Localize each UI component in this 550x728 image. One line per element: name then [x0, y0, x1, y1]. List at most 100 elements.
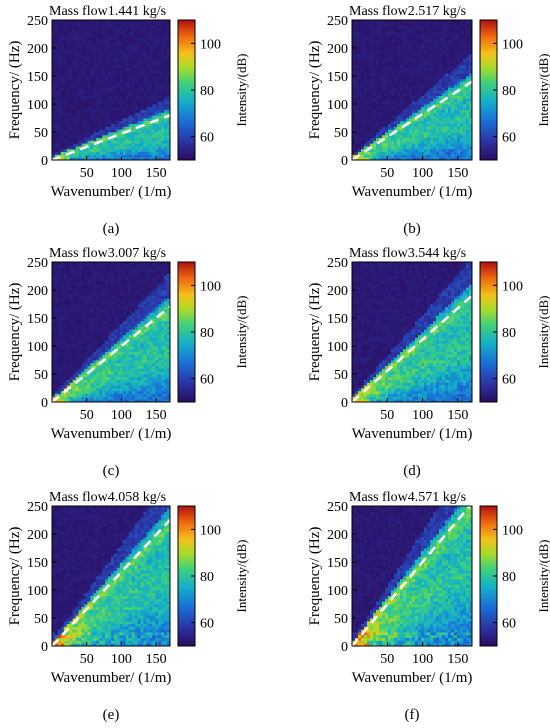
- heatmap-cell: [400, 31, 404, 35]
- heatmap-cell: [105, 48, 109, 52]
- heatmap-cell: [164, 48, 168, 52]
- heatmap-cell: [52, 22, 56, 26]
- heatmap-cell: [78, 304, 82, 308]
- heatmap-cell: [60, 312, 65, 316]
- heatmap-cell: [63, 351, 68, 355]
- heatmap-cell: [131, 48, 135, 52]
- heatmap-cell: [376, 143, 380, 147]
- heatmap-cell: [84, 315, 88, 319]
- heatmap-cell: [451, 81, 455, 85]
- heatmap-cell: [116, 25, 121, 29]
- heatmap-cell: [454, 146, 458, 150]
- heatmap-cell: [96, 385, 100, 389]
- heatmap-cell: [63, 20, 68, 24]
- heatmap-cell: [134, 154, 138, 158]
- heatmap-cell: [364, 76, 368, 80]
- heatmap-cell: [355, 34, 359, 38]
- heatmap-cell: [355, 126, 359, 130]
- heatmap-cell: [60, 346, 65, 350]
- heatmap-cell: [361, 50, 365, 54]
- heatmap-cell: [430, 84, 434, 88]
- heatmap-cell: [72, 309, 76, 313]
- heatmap-cell: [72, 334, 76, 338]
- heatmap-cell: [406, 56, 410, 60]
- heatmap-cell: [96, 306, 100, 310]
- heatmap-cell: [152, 76, 156, 80]
- heatmap-cell: [57, 115, 62, 119]
- heatmap-cell: [445, 115, 449, 119]
- heatmap-cell: [66, 301, 71, 305]
- heatmap-cell: [119, 50, 124, 54]
- heatmap-cell: [52, 53, 56, 57]
- heatmap-cell: [81, 382, 85, 386]
- heatmap-cell: [394, 59, 398, 63]
- heatmap-cell: [373, 98, 377, 102]
- heatmap-cell: [397, 148, 401, 152]
- heatmap-cell: [376, 129, 380, 133]
- heatmap-cell: [469, 154, 473, 158]
- heatmap-cell: [54, 309, 59, 313]
- heatmap-cell: [60, 106, 65, 110]
- heatmap-cell: [382, 59, 386, 63]
- heatmap-cell: [116, 148, 121, 152]
- heatmap-cell: [60, 351, 65, 355]
- heatmap-cell: [155, 154, 159, 158]
- heatmap-cell: [146, 70, 150, 74]
- heatmap-cell: [54, 399, 59, 403]
- heatmap-cell: [78, 118, 82, 122]
- heatmap-cell: [379, 106, 383, 110]
- heatmap-cell: [412, 76, 416, 80]
- heatmap-cell: [57, 148, 62, 152]
- heatmap-cell: [466, 92, 470, 96]
- heatmap-cell: [430, 87, 434, 91]
- heatmap-cell: [155, 137, 159, 141]
- heatmap-cell: [146, 118, 150, 122]
- heatmap-cell: [131, 109, 135, 113]
- heatmap-cell: [128, 126, 133, 130]
- heatmap-cell: [99, 354, 103, 358]
- heatmap-cell: [96, 81, 100, 85]
- heatmap-cell: [460, 56, 464, 60]
- heatmap-cell: [361, 48, 365, 52]
- heatmap-cell: [75, 267, 79, 271]
- heatmap-cell: [403, 56, 407, 60]
- heatmap-cell: [409, 73, 413, 77]
- heatmap-cell: [57, 396, 62, 400]
- heatmap-cell: [164, 98, 168, 102]
- heatmap-cell: [355, 143, 359, 147]
- heatmap-cell: [421, 62, 425, 66]
- heatmap-cell: [394, 28, 398, 32]
- heatmap-cell: [57, 371, 62, 375]
- heatmap-cell: [99, 340, 103, 344]
- heatmap-cell: [108, 101, 112, 105]
- heatmap-cell: [355, 42, 359, 46]
- heatmap-cell: [370, 20, 374, 24]
- heatmap-cell: [69, 90, 74, 94]
- heatmap-cell: [373, 39, 377, 43]
- heatmap-cell: [57, 390, 62, 394]
- heatmap-cell: [54, 267, 59, 271]
- heatmap-cell: [113, 45, 118, 49]
- heatmap-cell: [146, 129, 150, 133]
- heatmap-cell: [116, 31, 121, 35]
- heatmap-cell: [152, 157, 156, 161]
- heatmap-cell: [72, 76, 76, 80]
- heatmap-cell: [52, 50, 56, 54]
- heatmap-cell: [406, 48, 410, 52]
- heatmap-cell: [93, 379, 97, 383]
- heatmap-cell: [108, 25, 112, 29]
- heatmap-cell: [137, 148, 141, 152]
- heatmap-cell: [90, 98, 94, 102]
- heatmap-cell: [57, 84, 62, 88]
- heatmap-cell: [146, 28, 150, 32]
- heatmap-cell: [128, 143, 133, 147]
- heatmap-cell: [119, 31, 124, 35]
- heatmap-cell: [448, 67, 452, 71]
- heatmap-cell: [418, 109, 422, 113]
- heatmap-cell: [436, 137, 440, 141]
- heatmap-cell: [99, 320, 103, 324]
- heatmap-cell: [457, 64, 461, 68]
- heatmap-cell: [355, 137, 359, 141]
- heatmap-cell: [433, 81, 437, 85]
- heatmap-cell: [116, 62, 121, 66]
